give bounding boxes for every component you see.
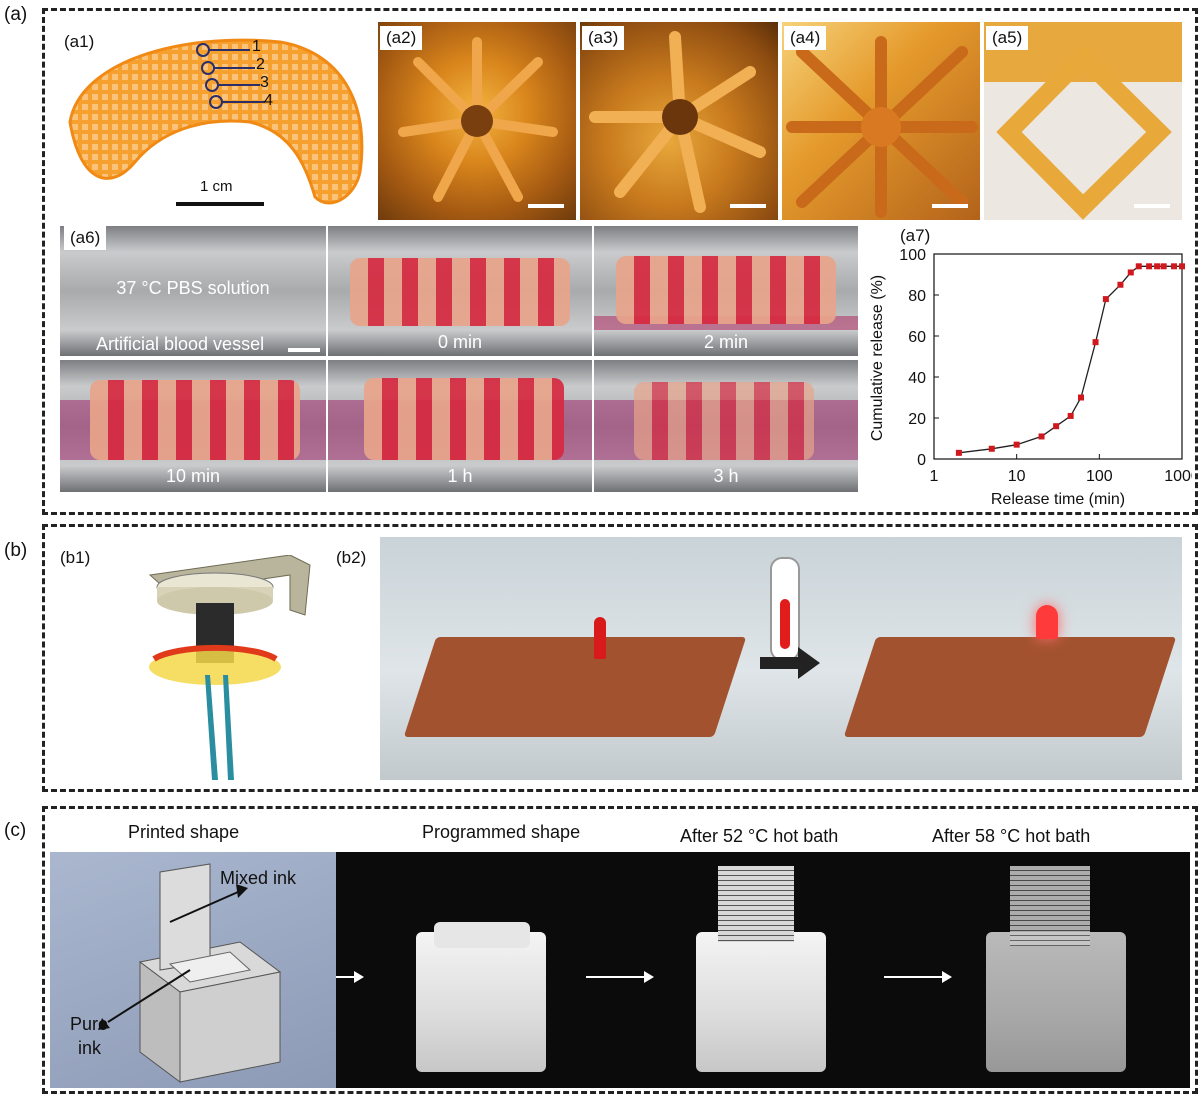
x-tick-label: 100: [1086, 468, 1113, 485]
a1-photo: [60, 22, 370, 217]
c-title-printed: Printed shape: [128, 822, 240, 842]
panel-c-frame: [42, 806, 1198, 1094]
a6-frame-0min: 0 min: [328, 226, 592, 356]
a4-label: (a4): [784, 26, 827, 50]
a6-caption-2min: 2 min: [703, 332, 748, 352]
data-point: [1127, 269, 1134, 276]
c-pure-ink-label-2: ink: [78, 1038, 102, 1058]
panel-label-a: (a): [4, 4, 28, 25]
a4-photo: [782, 22, 980, 220]
thermometer-icon: [770, 557, 800, 661]
b2-led-off: [594, 617, 606, 659]
data-point: [955, 449, 962, 456]
c-title-programmed: Programmed shape: [422, 822, 581, 842]
y-tick-label: 80: [908, 288, 926, 305]
c-mixed-ink-label: Mixed ink: [220, 868, 297, 888]
c-title-52: After 52 °C hot bath: [680, 826, 839, 846]
panel-label-b: (b): [4, 540, 28, 561]
a1-label: (a1): [64, 32, 95, 51]
c-printed-cube-graphic: [98, 863, 282, 1083]
chart-series-line: [958, 265, 1182, 454]
a2-photo: [378, 22, 576, 220]
b2-circuit-right: [843, 637, 1177, 737]
data-point: [1067, 412, 1074, 419]
a6-caption-1h: 1 h: [447, 466, 473, 486]
c-photo-strip: [336, 852, 1190, 1088]
a2-star-graphic: [398, 37, 558, 202]
a1-scaffold-graphic: [68, 38, 364, 205]
a1-marker-2: 2: [256, 56, 265, 73]
data-point: [1102, 296, 1109, 303]
data-point: [988, 445, 995, 452]
c-programmed-cube: [416, 932, 546, 1072]
b2-label: (b2): [336, 548, 367, 567]
a6-label: (a6): [64, 226, 107, 250]
x-tick-label: 1: [930, 468, 939, 485]
c-52-cube: [696, 932, 826, 1072]
data-point: [1154, 263, 1161, 270]
b2-led-on: [1036, 605, 1058, 639]
chart-xlabel: Release time (min): [991, 491, 1125, 508]
y-tick-label: 60: [908, 329, 926, 346]
a5-square-graphic: [984, 22, 1182, 220]
chart-plot-frame: [933, 253, 1183, 460]
a1-scale-label: 1 cm: [200, 178, 233, 195]
x-tick-label: 1000: [1164, 468, 1192, 485]
a7-release-chart: 0 20 40 60 80 100 1 10 100 1000 Cumulative relea…: [869, 247, 1192, 508]
a4-star-graphic: [786, 36, 978, 218]
data-point: [1053, 423, 1060, 430]
b1-printhead-graphic: [148, 555, 311, 780]
a6-vessel-text: Artificial blood vessel: [96, 334, 265, 354]
a5-label: (a5): [986, 26, 1029, 50]
data-point: [1092, 339, 1099, 346]
b2-photo: [380, 537, 1182, 780]
y-tick-label: 40: [908, 370, 926, 387]
y-tick-label: 0: [917, 452, 926, 469]
a3-photo: [580, 22, 778, 220]
panel-b-frame: [42, 524, 1198, 792]
c-pure-ink-label-1: Pure: [70, 1014, 109, 1034]
a2-label: (a2): [380, 26, 423, 50]
a3-star-graphic: [589, 31, 766, 213]
x-tick-label: 10: [1008, 468, 1026, 485]
c-printed-render: Mixed ink Pure ink: [50, 852, 336, 1088]
a5-photo: [984, 22, 1182, 220]
data-point: [1170, 263, 1177, 270]
b2-circuit-left: [403, 637, 747, 737]
data-point: [1013, 441, 1020, 448]
a6-solution-text: 37 °C PBS solution: [116, 278, 270, 298]
data-point: [1038, 433, 1045, 440]
arrow-right-icon-1: [336, 971, 364, 983]
arrow-right-icon: [760, 657, 800, 669]
data-point: [1135, 263, 1142, 270]
a7-label: (a7): [900, 226, 931, 245]
a1-scale-bar: [176, 202, 264, 206]
chart-ylabel: Cumulative release (%): [869, 275, 886, 441]
data-point: [1179, 263, 1185, 270]
data-point: [1160, 263, 1167, 270]
data-point: [1117, 281, 1124, 288]
panel-label-c: (c): [4, 820, 27, 841]
y-tick-label: 100: [899, 247, 926, 264]
a6-caption-3h: 3 h: [713, 466, 739, 486]
a3-label: (a3): [582, 26, 625, 50]
a6-caption-0min: 0 min: [437, 332, 482, 352]
c-title-58: After 58 °C hot bath: [932, 826, 1091, 846]
a6-frame-10min: 10 min: [60, 360, 326, 492]
a6-frame-3h: 3 h: [594, 360, 858, 492]
y-tick-label: 20: [908, 411, 926, 428]
data-point: [1077, 394, 1084, 401]
a6-caption-10min: 10 min: [165, 466, 221, 486]
c-58-cube: [986, 932, 1126, 1072]
arrow-right-icon-3: [884, 971, 952, 983]
panel-a-frame: [42, 8, 1198, 515]
a6-frame-1h: 1 h: [328, 360, 592, 492]
data-point: [1146, 263, 1153, 270]
arrow-right-icon-2: [586, 971, 654, 983]
a1-marker-4: 4: [264, 92, 273, 109]
a1-marker-3: 3: [260, 74, 269, 91]
a1-marker-1: 1: [252, 38, 261, 55]
b1-label: (b1): [60, 548, 91, 567]
a6-frame-2min: 2 min: [594, 226, 858, 356]
